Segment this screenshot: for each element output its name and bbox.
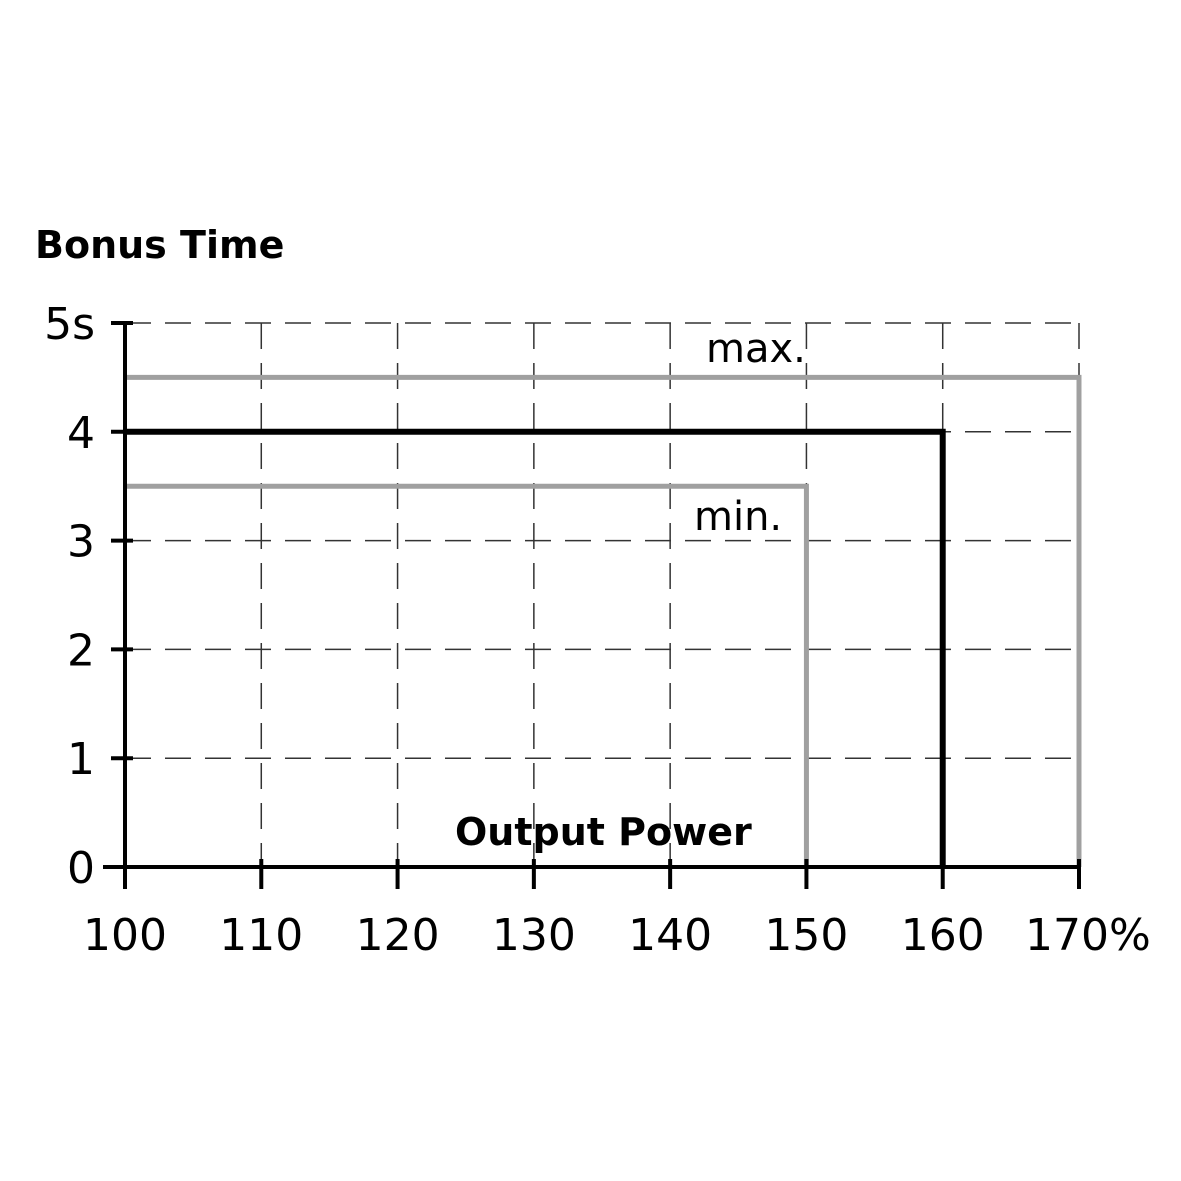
series-line-min [125,483,809,867]
chart-title: Bonus Time [35,223,284,267]
x-tick-label: 170% [1025,910,1151,961]
x-tick-label: 100 [83,910,167,961]
y-tick-label: 1 [67,734,95,785]
y-tick-label: 0 [67,843,95,894]
series-line-nominal [125,428,946,867]
x-axis-label: Output Power [455,810,752,854]
x-tick-label: 140 [628,910,712,961]
x-tick-label: 110 [219,910,303,961]
y-tick-label: 2 [67,625,95,676]
x-tick-label: 150 [764,910,848,961]
legend-label-max: max. [706,326,806,372]
y-tick-label: 3 [67,517,95,568]
legend-label-min: min. [694,494,782,540]
x-tick-label: 130 [492,910,576,961]
x-tick-label: 160 [901,910,985,961]
y-tick-label: 5s [44,299,95,350]
series-line-max [125,374,1082,867]
x-tick-label: 120 [356,910,440,961]
y-tick-label: 4 [67,408,95,459]
